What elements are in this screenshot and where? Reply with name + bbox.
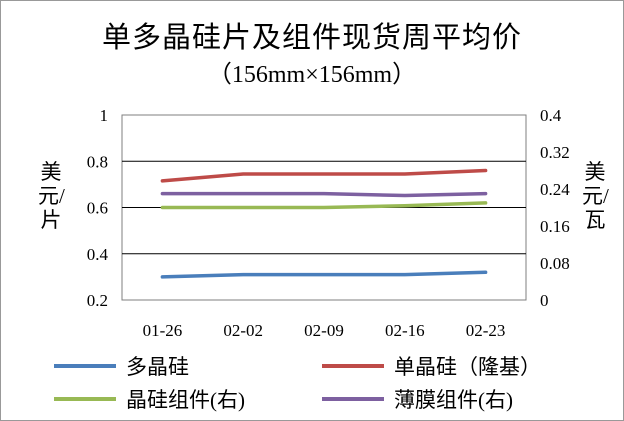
legend-item: 晶硅组件(右) [54,386,245,412]
x-tick-label: 02-02 [223,321,263,340]
legend-label: 薄膜组件(右) [394,388,513,412]
x-axis-ticks: 01-26 02-02 02-09 02-16 02-23 [143,321,506,340]
y-axis-right-title: 美元/瓦 [582,160,609,232]
y-left-tick-label: 0.2 [87,291,108,310]
legend-swatch [322,397,384,401]
y-left-tick-label: 1 [100,106,109,125]
y-axis-right-ticks: 0 0.08 0.16 0.24 0.32 0.4 [540,106,570,310]
legend-swatch [54,397,116,401]
legend-item: 多晶硅 [54,353,189,379]
series-lines [160,168,488,279]
y-right-tick-label: 0.24 [540,180,570,199]
y-right-tick-label: 0 [540,291,549,310]
series-line [160,191,488,198]
y-left-tick-label: 0.8 [87,152,108,171]
y-right-tick-label: 0.08 [540,254,570,273]
legend-item: 单晶硅（隆基） [322,353,541,379]
y-axis-left-ticks: 0.2 0.4 0.6 0.8 1 [87,106,109,310]
x-tick-label: 02-09 [304,321,344,340]
y-right-tick-label: 0.32 [540,143,570,162]
legend-label: 单晶硅（隆基） [394,355,541,379]
chart-title: 单多晶硅片及组件现货周平均价 [101,22,522,54]
y-left-tick-label: 0.6 [87,199,108,218]
series-line [160,201,488,210]
chart-subtitle: （156mm×156mm） [207,62,417,88]
x-tick-label: 01-26 [143,321,183,340]
legend-item: 薄膜组件(右) [322,386,513,412]
x-tick-label: 02-16 [385,321,425,340]
series-line [160,168,488,183]
series-line [160,270,488,279]
y-axis-left-title: 美元/片 [38,160,65,232]
y-left-tick-label: 0.4 [87,245,109,264]
y-right-tick-label: 0.4 [540,106,562,125]
legend-label: 晶硅组件(右) [126,388,245,412]
legend-label: 多晶硅 [126,355,189,379]
y-right-tick-label: 0.16 [540,217,570,236]
x-tick-label: 02-23 [466,321,506,340]
legend-swatch [54,364,116,368]
legend-swatch [322,364,384,368]
